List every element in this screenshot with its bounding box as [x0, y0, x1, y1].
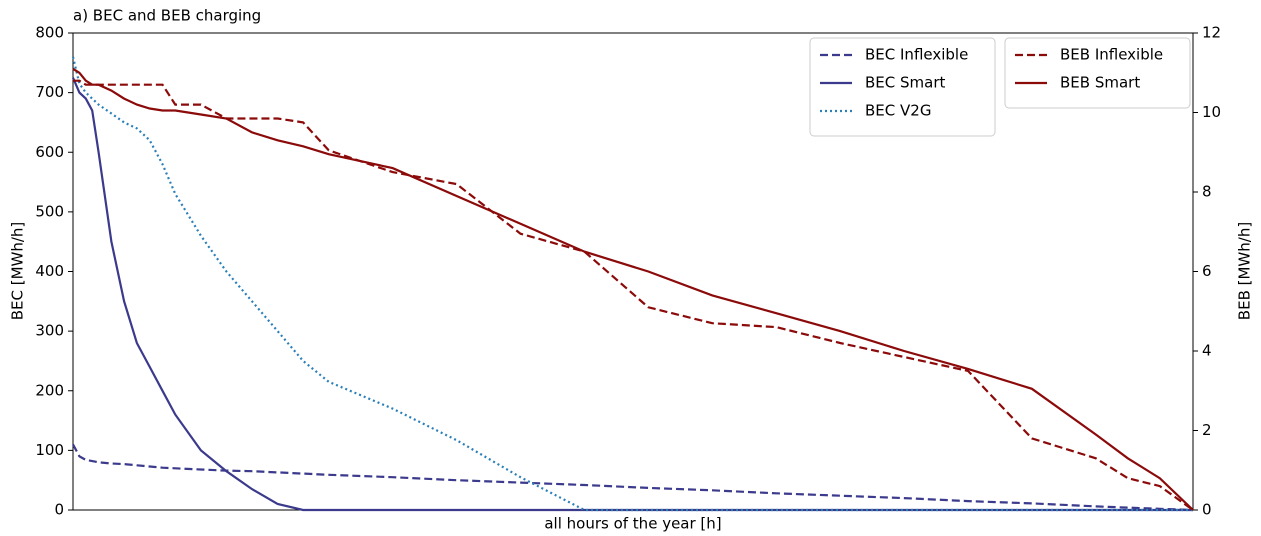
- y-tick-label: 500: [35, 202, 64, 220]
- y2-tick-label: 6: [1202, 262, 1212, 280]
- series-line: [73, 79, 1194, 511]
- legend-label: BEC Smart: [865, 74, 946, 92]
- y2-axis-label: BEB [MWh/h]: [1236, 222, 1254, 320]
- y2-tick-label: 4: [1202, 342, 1212, 360]
- y2-tick-label: 8: [1202, 183, 1212, 201]
- legend-label: BEC V2G: [865, 102, 931, 120]
- chart-title: a) BEC and BEB charging: [73, 7, 261, 25]
- y-tick-label: 300: [35, 322, 64, 340]
- y-tick-label: 800: [35, 24, 64, 42]
- legend-label: BEC Inflexible: [865, 46, 968, 64]
- y-axis-label: BEC [MWh/h]: [9, 222, 27, 321]
- series-line: [71, 56, 1193, 512]
- y2-tick-label: 0: [1202, 501, 1212, 519]
- y2-tick-label: 10: [1202, 103, 1221, 121]
- series-line: [72, 67, 1194, 511]
- y2-tick-label: 12: [1202, 24, 1221, 42]
- y-tick-label: 200: [35, 381, 64, 399]
- legend-box: [1004, 37, 1191, 109]
- legend-label: BEB Smart: [1060, 74, 1140, 92]
- y-tick-label: 600: [35, 143, 64, 161]
- y-tick-label: 0: [54, 501, 64, 519]
- y-tick-label: 400: [35, 262, 64, 280]
- legend-label: BEB Inflexible: [1060, 46, 1163, 64]
- x-axis-label: all hours of the year [h]: [544, 515, 721, 533]
- y-tick-label: 700: [35, 83, 64, 101]
- y2-tick-label: 2: [1202, 421, 1212, 439]
- series-line: [72, 443, 1194, 512]
- legend-box: [809, 37, 996, 137]
- y-tick-label: 100: [35, 441, 64, 459]
